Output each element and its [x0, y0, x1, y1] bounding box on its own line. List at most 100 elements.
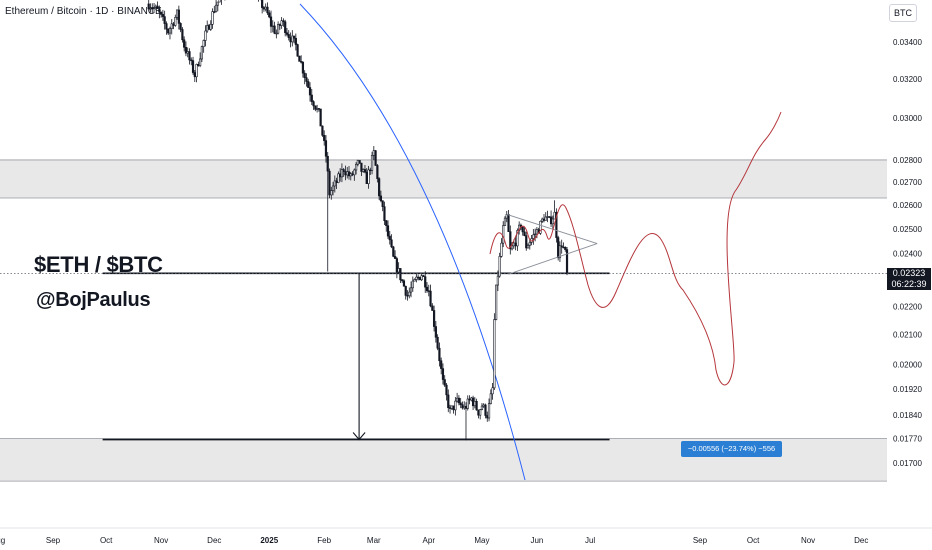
candle: [147, 0, 150, 11]
candle-body-down: [301, 61, 305, 74]
candle-body-down: [425, 286, 429, 292]
candle-body-down: [363, 169, 367, 173]
candle: [193, 70, 196, 83]
x-tick-label: Dec: [207, 536, 221, 545]
candle-body-up: [496, 275, 499, 286]
candle: [170, 19, 173, 35]
candle-body-down: [191, 60, 195, 73]
candle-body-up: [489, 393, 492, 404]
candle: [186, 47, 189, 58]
author-text: @BojPaulus: [36, 289, 151, 311]
candle-body-up: [479, 409, 482, 416]
candle: [294, 33, 297, 51]
candle: [487, 398, 491, 422]
candle: [549, 210, 553, 228]
candle: [562, 242, 565, 249]
candle-body-down: [165, 23, 168, 30]
candle: [156, 1, 159, 9]
measure-arrow-head: [352, 432, 366, 441]
candle: [199, 52, 202, 68]
candle-body-up: [370, 154, 374, 171]
candle-body-up: [503, 217, 507, 226]
x-tick-label: Nov: [801, 536, 815, 545]
candle-body-down: [326, 155, 329, 172]
x-tick-label: Apr: [423, 536, 436, 545]
candle-body-down: [525, 235, 528, 249]
y-tick-label: 0.02500: [893, 225, 922, 234]
candle-body-down: [317, 108, 320, 110]
y-tick-label: 0.03000: [893, 114, 922, 123]
candle: [413, 278, 416, 282]
candle-body-up: [211, 11, 214, 25]
x-tick-label: Jun: [530, 536, 543, 545]
candle: [224, 0, 226, 1]
bar-countdown: 06:22:39: [891, 279, 927, 290]
candle: [528, 239, 531, 250]
candle-body-up: [175, 9, 179, 18]
candle-body-up: [186, 51, 189, 54]
candle-body-down: [323, 135, 326, 141]
candle-body-down: [417, 276, 420, 279]
candle-body-down: [424, 276, 427, 288]
candle-body-up: [397, 268, 400, 273]
candle-body-up: [551, 218, 554, 225]
candle: [220, 0, 222, 5]
candle-body-up: [413, 279, 416, 282]
candle-body-down: [514, 242, 517, 247]
candle: [353, 168, 356, 181]
candle: [284, 19, 287, 37]
candle-body-down: [193, 72, 196, 78]
candle-body-down: [418, 276, 422, 281]
candle-body-up: [174, 17, 177, 26]
candle: [415, 272, 418, 283]
candle: [273, 21, 276, 35]
x-tick-label: Oct: [100, 536, 113, 545]
candle-body-down: [262, 7, 266, 10]
candle: [278, 23, 281, 30]
candle-body-down: [177, 9, 180, 24]
candle: [354, 162, 358, 175]
candle-body-up: [204, 30, 207, 41]
currency-badge[interactable]: BTC: [889, 4, 917, 22]
candle: [181, 27, 184, 43]
candle-body-up: [512, 242, 515, 247]
candle: [337, 171, 340, 184]
candle: [202, 39, 205, 53]
candle: [342, 167, 345, 177]
candle: [452, 405, 455, 414]
candle-body-down: [422, 275, 425, 277]
candle-body-down: [436, 336, 439, 349]
candle: [197, 61, 200, 67]
candle-body-down: [347, 171, 351, 177]
candle-body-down: [181, 29, 184, 41]
triangle-lower: [508, 243, 598, 275]
candle: [560, 239, 563, 254]
candle-body-down: [156, 5, 159, 9]
candle-body-down: [292, 35, 296, 39]
candle: [183, 36, 186, 52]
candle: [184, 41, 188, 57]
candle-body-down: [379, 195, 383, 202]
candle: [333, 175, 336, 193]
candle-body-down: [471, 397, 475, 407]
candle: [424, 271, 427, 293]
candle-body-up: [372, 150, 375, 156]
measure-box[interactable]: [102, 272, 610, 441]
candle: [206, 20, 209, 33]
candle: [177, 5, 180, 30]
candle: [296, 43, 299, 57]
candle: [271, 20, 274, 33]
candle-body-up: [450, 405, 453, 409]
candle-body-up: [353, 169, 356, 176]
x-tick-label: Sep: [693, 536, 708, 545]
candle: [459, 397, 462, 409]
candle-body-down: [486, 415, 489, 419]
candle: [509, 225, 512, 255]
candle-body-down: [294, 37, 297, 45]
candle-body-up: [349, 173, 352, 177]
candle-body-down: [358, 160, 361, 164]
candle-body-down: [562, 246, 565, 249]
candle: [285, 27, 289, 37]
